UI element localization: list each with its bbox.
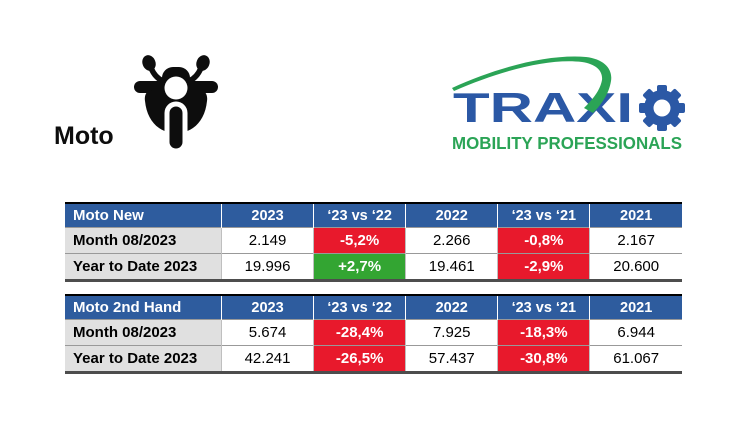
row-label: Year to Date 2023 <box>65 345 222 373</box>
percent-change-cell: -18,3% <box>497 319 590 346</box>
percent-change-cell: -2,9% <box>497 253 590 281</box>
logo-tagline: MOBILITY PROFESSIONALS <box>452 133 682 153</box>
value-cell: 2.167 <box>589 227 682 254</box>
row-label: Year to Date 2023 <box>65 253 222 281</box>
percent-change-cell: +2,7% <box>313 253 406 281</box>
percent-change-cell: -5,2% <box>313 227 406 254</box>
column-header: 2022 <box>405 203 498 228</box>
table-title: Moto New <box>65 203 222 228</box>
column-header: ‘23 vs ‘22 <box>313 203 406 228</box>
row-label: Month 08/2023 <box>65 227 222 254</box>
column-header: 2023 <box>220 295 314 320</box>
value-cell: 19.996 <box>220 253 314 281</box>
percent-change-cell: -26,5% <box>313 345 406 373</box>
column-header: 2021 <box>589 295 682 320</box>
value-cell: 20.600 <box>589 253 682 281</box>
scooter-icon <box>134 55 218 152</box>
traxio-logo: TRAXI MOBILITY PROFESSIONALS <box>452 56 685 153</box>
value-cell: 42.241 <box>220 345 314 373</box>
table-row: Year to Date 2023 19.996 +2,7% 19.461 -2,9% 2… <box>65 253 682 281</box>
row-label: Month 08/2023 <box>65 319 222 346</box>
table-row: Year to Date 2023 42.241 -26,5% 57.437 -30,8… <box>65 345 682 373</box>
section-title: Moto <box>54 122 114 150</box>
value-cell: 2.266 <box>405 227 498 254</box>
column-header: ‘23 vs ‘21 <box>497 203 590 228</box>
moto-new-table: Moto New 2023 ‘23 vs ‘22 2022 ‘23 vs ‘21 2021… <box>65 202 682 282</box>
moto-2nd-hand-table: Moto 2nd Hand 2023 ‘23 vs ‘22 2022 ‘23 vs ‘2… <box>65 294 682 374</box>
percent-change-cell: -30,8% <box>497 345 590 373</box>
table-title: Moto 2nd Hand <box>65 295 222 320</box>
table-header-row: Moto New 2023 ‘23 vs ‘22 2022 ‘23 vs ‘21 2021 <box>65 203 682 228</box>
percent-change-cell: -28,4% <box>313 319 406 346</box>
value-cell: 2.149 <box>220 227 314 254</box>
value-cell: 57.437 <box>405 345 498 373</box>
table-row: Month 08/2023 5.674 -28,4% 7.925 -18,3% 6.944 <box>65 319 682 346</box>
value-cell: 61.067 <box>589 345 682 373</box>
column-header: 2021 <box>589 203 682 228</box>
swoosh-accent <box>452 56 612 113</box>
value-cell: 6.944 <box>589 319 682 346</box>
gear-o-icon <box>639 85 685 131</box>
column-header: ‘23 vs ‘22 <box>313 295 406 320</box>
percent-change-cell: -0,8% <box>497 227 590 254</box>
table-row: Month 08/2023 2.149 -5,2% 2.266 -0,8% 2.167 <box>65 227 682 254</box>
column-header: ‘23 vs ‘21 <box>497 295 590 320</box>
column-header: 2022 <box>405 295 498 320</box>
table-header-row: Moto 2nd Hand 2023 ‘23 vs ‘22 2022 ‘23 vs ‘2… <box>65 295 682 320</box>
column-header: 2023 <box>220 203 314 228</box>
value-cell: 7.925 <box>405 319 498 346</box>
value-cell: 19.461 <box>405 253 498 281</box>
value-cell: 5.674 <box>220 319 314 346</box>
